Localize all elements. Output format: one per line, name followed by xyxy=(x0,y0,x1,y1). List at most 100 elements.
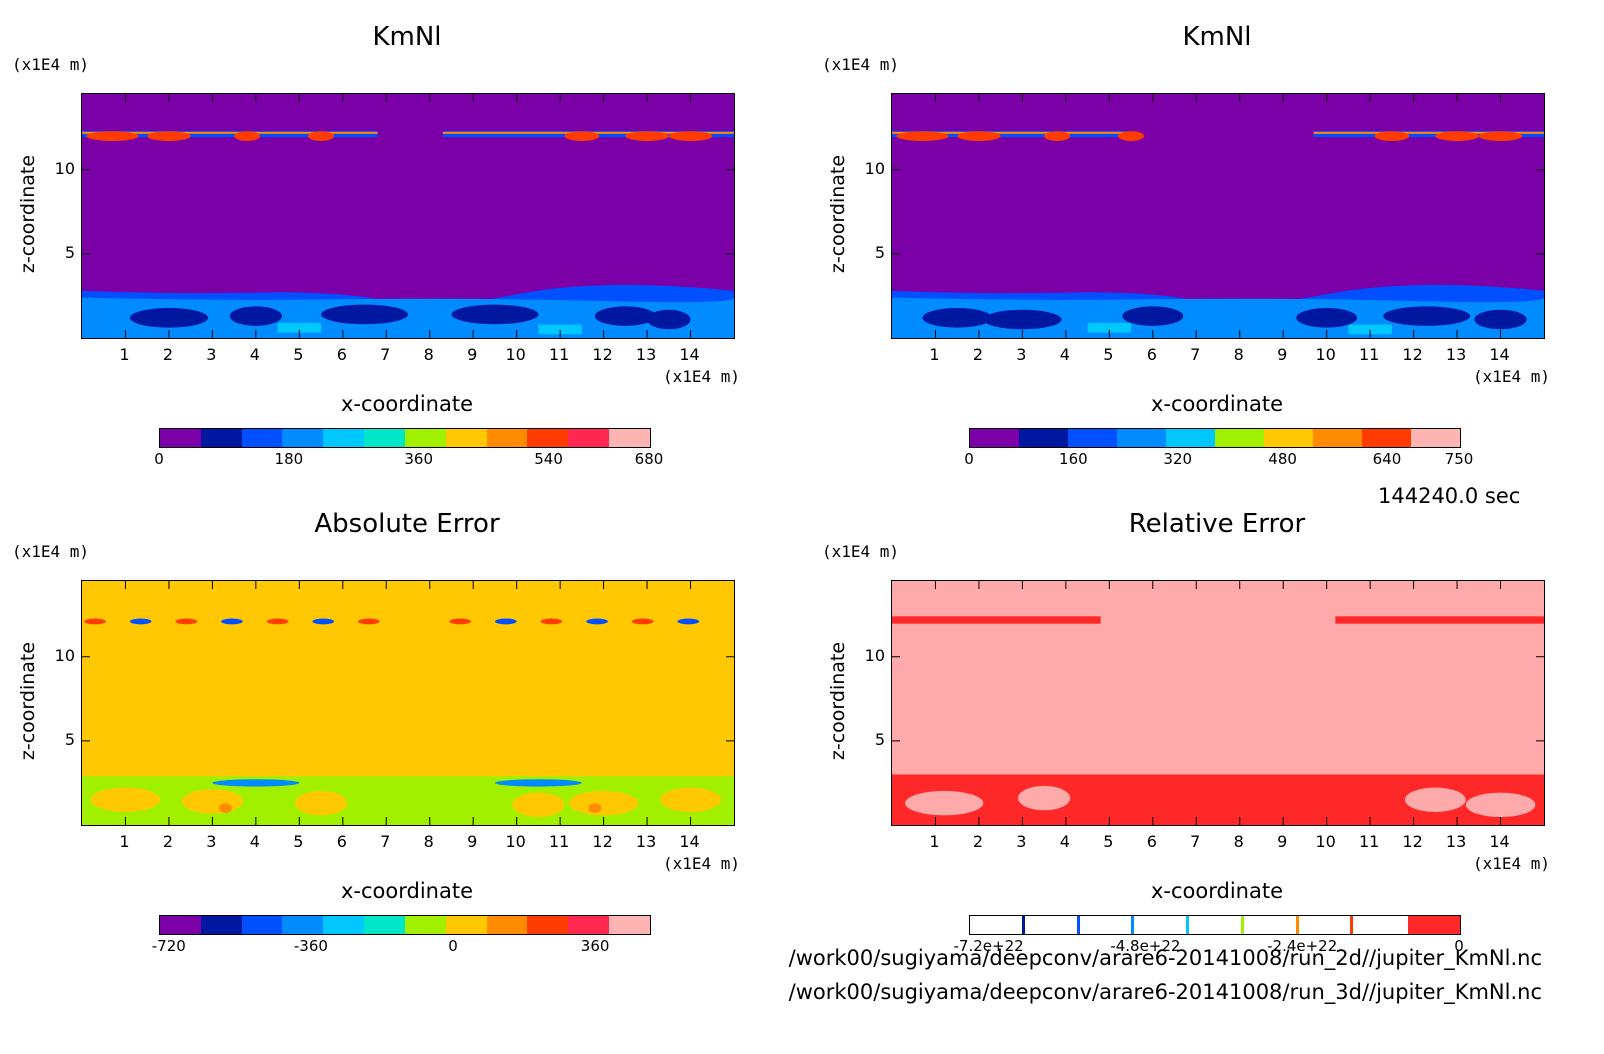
lower-blob xyxy=(983,309,1062,330)
upper-blob xyxy=(129,618,152,625)
colorbar-segment xyxy=(609,916,650,934)
lower-dip xyxy=(212,779,300,787)
lower-blob xyxy=(1296,308,1358,328)
x-tick-label: 6 xyxy=(1146,832,1157,851)
z-unit-label: (x1E4 m) xyxy=(12,542,90,561)
lower-blob xyxy=(568,790,639,816)
lower-blob xyxy=(512,792,565,818)
upper-blob xyxy=(957,131,1001,141)
x-tick-label: 3 xyxy=(1016,832,1027,851)
colorbar-segment xyxy=(527,916,569,934)
x-unit-label: (x1E4 m) xyxy=(663,854,741,873)
x-tick-label: 8 xyxy=(1233,345,1244,364)
x-tick-label: 3 xyxy=(206,832,217,851)
lower-blob xyxy=(905,790,984,816)
colorbar-tick-label: 360 xyxy=(580,937,610,955)
x-tick-label: 9 xyxy=(1277,345,1288,364)
upper-blob xyxy=(86,131,139,141)
colorbar-segment xyxy=(1079,916,1135,934)
x-axis-label: x-coordinate xyxy=(1150,879,1283,903)
x-tick-label: 6 xyxy=(1146,345,1157,364)
upper-blob xyxy=(586,618,608,625)
x-tick-label: 3 xyxy=(1016,345,1027,364)
lower-spot xyxy=(218,803,232,814)
y-axis-label: z-coordinate xyxy=(827,154,849,274)
x-tick-label: 10 xyxy=(505,345,526,364)
x-tick-label: 6 xyxy=(336,345,347,364)
colorbar-segment xyxy=(200,429,242,447)
colorbar-segment xyxy=(160,429,201,447)
x-tick-label: 1 xyxy=(119,345,130,364)
x-tick-label: 14 xyxy=(1489,345,1510,364)
heatmap-plot xyxy=(891,580,1545,826)
x-tick-label: 4 xyxy=(1059,832,1070,851)
upper-blob xyxy=(1118,131,1145,141)
upper-blob xyxy=(234,131,261,141)
lower-blob xyxy=(1474,309,1527,330)
heatmap-field xyxy=(82,581,734,825)
upper-blob xyxy=(449,618,472,625)
colorbar-tick-label: 480 xyxy=(1268,450,1297,468)
colorbar-tick-label: -4.8e+22 xyxy=(1110,937,1181,955)
x-tick-label: 11 xyxy=(1358,345,1380,364)
x-unit-label: (x1E4 m) xyxy=(663,367,741,386)
x-tick-label: 13 xyxy=(1445,832,1467,851)
upper-blob xyxy=(84,618,106,625)
x-axis-label: x-coordinate xyxy=(1150,392,1283,416)
x-tick-label: 1 xyxy=(929,832,940,851)
lower-blob xyxy=(181,789,243,814)
lower-cyan xyxy=(538,324,582,335)
colorbar-segment xyxy=(1353,916,1409,934)
upper-blob xyxy=(668,131,713,141)
z-unit-label: (x1E4 m) xyxy=(822,542,900,561)
colorbar-tick-label: 180 xyxy=(274,450,304,468)
upper-blob xyxy=(1435,131,1479,141)
upper-blob xyxy=(625,131,669,141)
y-axis-label: z-coordinate xyxy=(17,641,39,761)
colorbar-tick-label: 750 xyxy=(1444,450,1474,468)
x-tick-label: 2 xyxy=(162,832,174,851)
upper-band-core xyxy=(892,131,1127,134)
colorbar-tick-label: -7.2e+22 xyxy=(953,937,1024,955)
y-tick-label: 10 xyxy=(864,158,885,178)
lower-blob xyxy=(922,308,992,328)
colorbar-segment xyxy=(1134,916,1190,934)
lower-blob xyxy=(1122,306,1184,326)
colorbar-segment xyxy=(609,429,650,447)
x-tick-label: 13 xyxy=(635,345,657,364)
x-tick-label: 11 xyxy=(1358,832,1380,851)
heatmap-field xyxy=(892,94,1544,338)
upper-band xyxy=(1313,131,1544,138)
upper-blob xyxy=(221,618,243,625)
lower-blob xyxy=(129,308,209,328)
x-tick-label: 7 xyxy=(1190,345,1201,364)
colorbar-tick-label: 0 xyxy=(154,450,164,468)
upper-blob xyxy=(631,618,654,625)
lower-blob xyxy=(1383,306,1471,326)
upper-blob xyxy=(1374,131,1410,141)
x-tick-label: 4 xyxy=(1059,345,1070,364)
x-tick-label: 12 xyxy=(1402,345,1423,364)
heatmap-plot xyxy=(81,580,735,826)
x-tick-label: 6 xyxy=(336,832,347,851)
y-tick-label: 5 xyxy=(874,729,885,749)
colorbar-segment xyxy=(1068,429,1117,447)
lower-cyan xyxy=(277,322,322,333)
x-tick-label: 8 xyxy=(423,832,434,851)
colorbar-segment xyxy=(1117,429,1166,447)
x-tick-label: 2 xyxy=(972,345,984,364)
lower-blob xyxy=(594,306,656,326)
colorbar-tick-label: 0 xyxy=(964,450,974,468)
colorbar-segment xyxy=(323,429,365,447)
x-tick-label: 12 xyxy=(592,832,613,851)
lower-blob xyxy=(647,309,691,330)
colorbar-segment xyxy=(1313,429,1362,447)
x-tick-label: 13 xyxy=(1445,345,1467,364)
y-tick-label: 10 xyxy=(54,645,75,665)
colorbar-segment xyxy=(1024,916,1080,934)
upper-blob xyxy=(896,131,949,141)
colorbar-segment xyxy=(568,429,610,447)
colorbar-tick-label: 0 xyxy=(1454,937,1464,955)
x-tick-label: 8 xyxy=(423,345,434,364)
colorbar-segment xyxy=(1189,916,1244,934)
